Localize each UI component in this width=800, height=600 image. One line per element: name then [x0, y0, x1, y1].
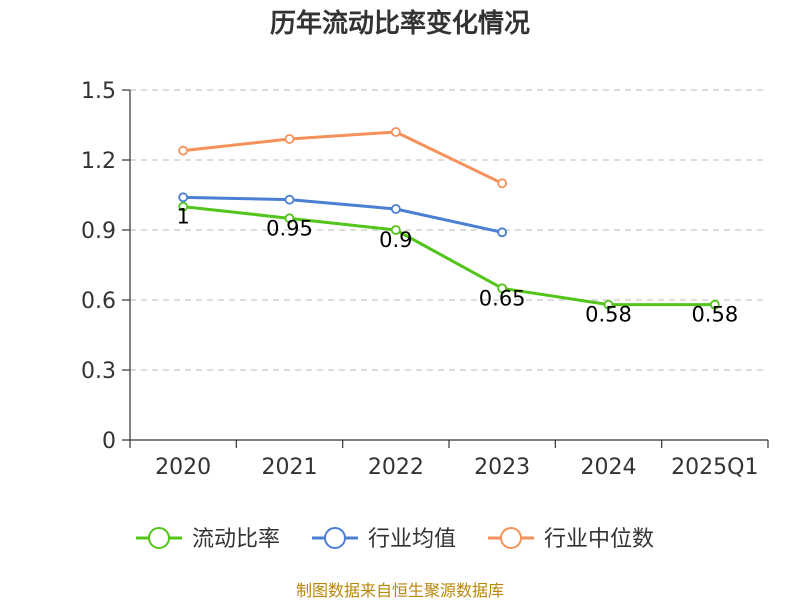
data-point[interactable]	[390, 225, 401, 235]
legend-item-2[interactable]: 行业中位数	[488, 527, 654, 552]
data-label: 0.58	[691, 303, 738, 327]
x-tick-label: 2022	[368, 455, 424, 480]
legend-marker	[324, 527, 346, 549]
data-point[interactable]	[284, 194, 295, 205]
data-point[interactable]	[497, 227, 508, 238]
legend-marker	[500, 527, 522, 549]
x-tick-label: 2020	[155, 455, 211, 480]
axes: 0 0.3 0.6 0.9 1.2 1.5 2020 2021 2022 2023 2024 2025…	[81, 79, 769, 480]
data-point[interactable]	[603, 299, 614, 310]
data-point[interactable]	[178, 201, 189, 212]
data-point[interactable]	[390, 127, 401, 137]
y-tick-label: 1.2	[81, 149, 116, 174]
x-tick-label: 2025Q1	[671, 455, 758, 480]
data-point[interactable]	[497, 178, 508, 189]
data-label: 0.9	[379, 228, 412, 252]
y-tick-label: 0	[102, 429, 116, 454]
series-line	[183, 195, 503, 234]
series-2	[178, 127, 508, 189]
legend-item-1[interactable]: 行业均值	[312, 527, 456, 552]
y-tick-label: 0.3	[81, 359, 116, 384]
legend-label: 行业均值	[368, 527, 456, 552]
legend-item-0[interactable]: 流动比率	[136, 527, 280, 552]
data-point[interactable]	[709, 299, 720, 310]
y-tick-label: 1.5	[81, 79, 116, 104]
data-point[interactable]	[284, 134, 295, 144]
y-tick-label: 0.6	[81, 289, 116, 314]
series-0: 1 0.95 0.9 0.65 0.58 0.58	[176, 201, 738, 327]
data-label: 1	[176, 205, 189, 229]
series-line	[183, 205, 715, 307]
x-tick-label: 2021	[262, 455, 318, 480]
legend-marker	[148, 527, 170, 549]
data-point[interactable]	[178, 145, 189, 156]
data-point[interactable]	[497, 283, 508, 294]
x-tick-label: 2023	[474, 455, 530, 480]
data-label: 0.65	[479, 286, 526, 310]
legend-label: 行业中位数	[544, 527, 654, 552]
grid-lines	[130, 89, 768, 371]
series-line	[183, 130, 503, 185]
data-point[interactable]	[178, 192, 189, 203]
data-label: 0.58	[585, 303, 632, 327]
source-note: 制图数据来自恒生聚源数据库	[296, 581, 504, 600]
legend: 流动比率 行业均值 行业中位数	[136, 527, 654, 552]
series-1	[178, 192, 508, 238]
data-point[interactable]	[284, 213, 295, 224]
x-tick-label: 2024	[581, 455, 637, 480]
legend-label: 流动比率	[192, 527, 280, 552]
data-point[interactable]	[390, 204, 401, 214]
series-group: 1 0.95 0.9 0.65 0.58 0.58	[176, 127, 738, 327]
chart-title: 历年流动比率变化情况	[270, 8, 530, 39]
y-tick-label: 0.9	[81, 219, 116, 244]
data-label: 0.95	[266, 216, 313, 240]
